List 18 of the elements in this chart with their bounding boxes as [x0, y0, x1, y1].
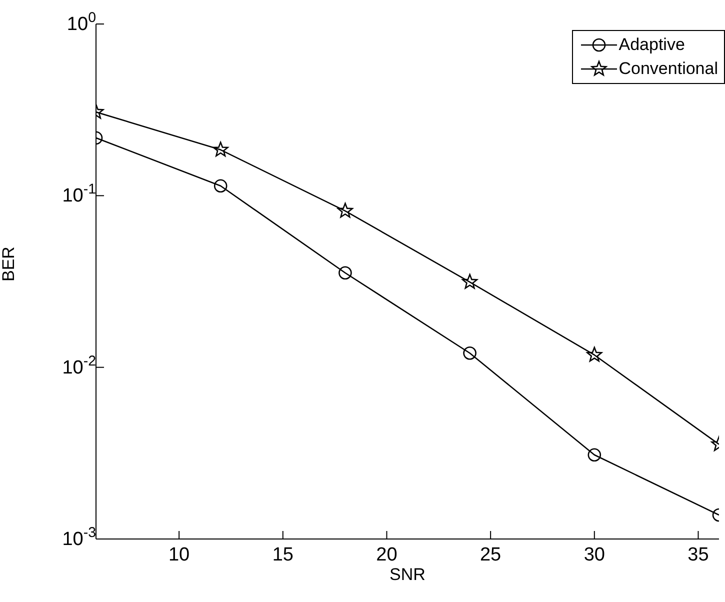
x-tick-label: 35 — [688, 544, 709, 566]
x-tick-label: 20 — [376, 544, 398, 566]
legend-label: Conventional — [618, 59, 718, 79]
x-tick-label: 15 — [272, 544, 294, 566]
point — [337, 202, 353, 218]
point — [462, 274, 478, 289]
y-tick-label: 10$^{-1}$ — [62, 182, 96, 207]
y-tick-label: 10$^{0}$ — [66, 10, 96, 35]
point — [463, 346, 476, 360]
x-tick-label: 25 — [480, 544, 502, 566]
x-tick-label: 10 — [168, 544, 190, 566]
legend-label: Adaptive — [618, 35, 685, 55]
y-tick-label: 10$^{-3}$ — [62, 525, 96, 550]
x-tick-label: 30 — [584, 544, 605, 566]
y-tick-label: 10$^{-2}$ — [62, 353, 96, 378]
point — [338, 266, 352, 280]
x-axis-title: SNR — [390, 565, 426, 584]
y-axis-title: BER — [0, 246, 18, 282]
